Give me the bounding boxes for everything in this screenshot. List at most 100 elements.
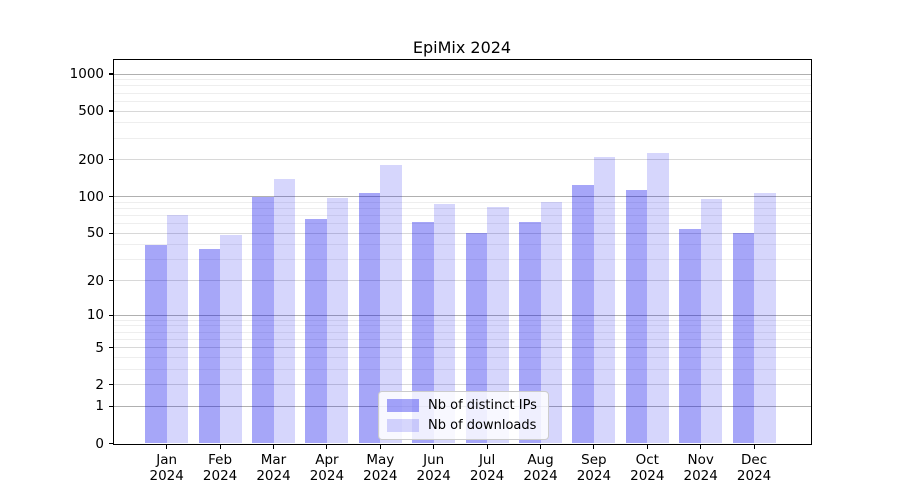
x-tick-label-0: Jan 2024 [149, 451, 184, 484]
y-tick-mark-500 [108, 110, 114, 112]
bar-downloads-9 [647, 153, 669, 444]
y-tick-label-20: 20 [86, 272, 104, 289]
x-tick-label-9: Oct 2024 [630, 451, 665, 484]
y-tick-mark-1000 [108, 73, 114, 75]
bar-distinct-ips-8 [572, 184, 594, 444]
minor-gridline-6 [113, 338, 811, 340]
y-tick-label-50: 50 [86, 225, 104, 242]
decade-gridline-10 [113, 314, 811, 316]
x-tick-mark-8 [593, 444, 595, 449]
bar-downloads-3 [326, 197, 349, 444]
y-tick-mark-100 [108, 196, 114, 198]
minor-gridline-900 [113, 79, 811, 81]
x-tick-label-3: Apr 2024 [309, 451, 345, 484]
bar-distinct-ips-5 [412, 221, 434, 444]
mid-gridline-50 [113, 232, 811, 234]
chart-title: EpiMix 2024 [412, 38, 512, 57]
mid-gridline-5 [113, 347, 811, 349]
bar-distinct-ips-3 [305, 218, 327, 444]
x-tick-mark-5 [433, 444, 435, 449]
minor-gridline-800 [113, 85, 811, 87]
bar-distinct-ips-4 [358, 192, 381, 444]
y-tick-label-1: 1 [95, 398, 104, 415]
x-tick-mark-6 [486, 444, 488, 449]
mid-gridline-500 [113, 110, 811, 112]
bar-distinct-ips-6 [465, 233, 488, 444]
mid-gridline-2 [113, 384, 811, 386]
bar-distinct-ips-0 [145, 244, 167, 444]
bar-distinct-ips-11 [732, 233, 755, 444]
minor-gridline-8 [113, 325, 811, 327]
x-tick-mark-9 [646, 444, 648, 449]
bar-distinct-ips-9 [625, 190, 648, 444]
minor-gridline-3 [113, 368, 811, 370]
bar-downloads-8 [593, 156, 616, 444]
y-tick-mark-5 [108, 347, 114, 349]
x-tick-label-11: Dec 2024 [736, 451, 772, 484]
bar-downloads-6 [487, 207, 509, 444]
x-tick-mark-11 [753, 444, 755, 449]
y-tick-label-200: 200 [78, 151, 104, 168]
minor-gridline-4 [113, 356, 811, 358]
minor-gridline-9 [113, 319, 811, 321]
x-tick-mark-4 [379, 444, 381, 449]
y-tick-label-10: 10 [86, 307, 104, 324]
legend-label-downloads: Nb of downloads [428, 418, 537, 433]
x-tick-label-7: Aug 2024 [523, 451, 558, 484]
minor-gridline-600 [113, 100, 811, 102]
x-tick-mark-1 [219, 444, 221, 449]
x-tick-label-8: Sep 2024 [576, 451, 612, 484]
minor-gridline-700 [113, 92, 811, 94]
y-tick-label-0: 0 [95, 435, 104, 452]
x-tick-mark-10 [700, 444, 702, 449]
bar-distinct-ips-1 [198, 248, 221, 444]
bar-downloads-2 [273, 178, 295, 444]
y-tick-label-2: 2 [95, 376, 104, 393]
x-tick-label-5: Jun 2024 [416, 451, 451, 484]
x-tick-label-2: Mar 2024 [256, 451, 291, 484]
y-tick-mark-10 [108, 314, 114, 316]
bar-distinct-ips-7 [519, 221, 541, 444]
y-tick-mark-20 [108, 280, 114, 282]
bar-downloads-1 [220, 235, 242, 444]
mid-gridline-20 [113, 280, 811, 282]
bar-distinct-ips-2 [252, 196, 274, 444]
bar-distinct-ips-10 [679, 229, 701, 444]
x-tick-label-1: Feb 2024 [202, 451, 238, 484]
x-tick-label-10: Nov 2024 [683, 451, 718, 484]
bar-downloads-7 [540, 201, 562, 444]
minor-gridline-30 [113, 259, 811, 261]
legend-swatch-downloads [387, 419, 419, 432]
y-tick-label-100: 100 [78, 188, 104, 205]
x-tick-mark-2 [272, 444, 275, 449]
bar-downloads-4 [380, 165, 402, 444]
minor-gridline-90 [113, 201, 811, 203]
minor-gridline-70 [113, 215, 811, 217]
x-tick-label-6: Jul 2024 [469, 451, 505, 484]
legend: Nb of distinct IPs Nb of downloads [378, 391, 549, 440]
x-tick-mark-3 [326, 444, 328, 449]
x-tick-mark-0 [166, 444, 168, 449]
legend-item-downloads: Nb of downloads [387, 417, 537, 434]
minor-gridline-80 [113, 207, 811, 209]
minor-gridline-300 [113, 137, 811, 139]
legend-item-distinct-ips: Nb of distinct IPs [387, 397, 537, 414]
y-tick-label-1000: 1000 [69, 66, 104, 82]
y-tick-mark-0 [108, 442, 114, 445]
minor-gridline-7 [113, 331, 811, 333]
y-tick-mark-50 [108, 232, 114, 234]
x-tick-label-4: May 2024 [363, 451, 398, 484]
bar-downloads-10 [700, 198, 723, 444]
decade-gridline-1000 [113, 73, 811, 75]
minor-gridline-60 [113, 223, 811, 225]
minor-gridline-40 [113, 244, 811, 246]
legend-swatch-distinct-ips [387, 399, 419, 412]
y-tick-mark-200 [108, 159, 114, 161]
y-tick-mark-2 [108, 384, 114, 386]
y-tick-label-500: 500 [78, 103, 104, 120]
minor-gridline-400 [113, 122, 811, 124]
x-tick-mark-7 [539, 444, 542, 449]
decade-gridline-100 [113, 196, 811, 198]
mid-gridline-200 [113, 159, 811, 161]
